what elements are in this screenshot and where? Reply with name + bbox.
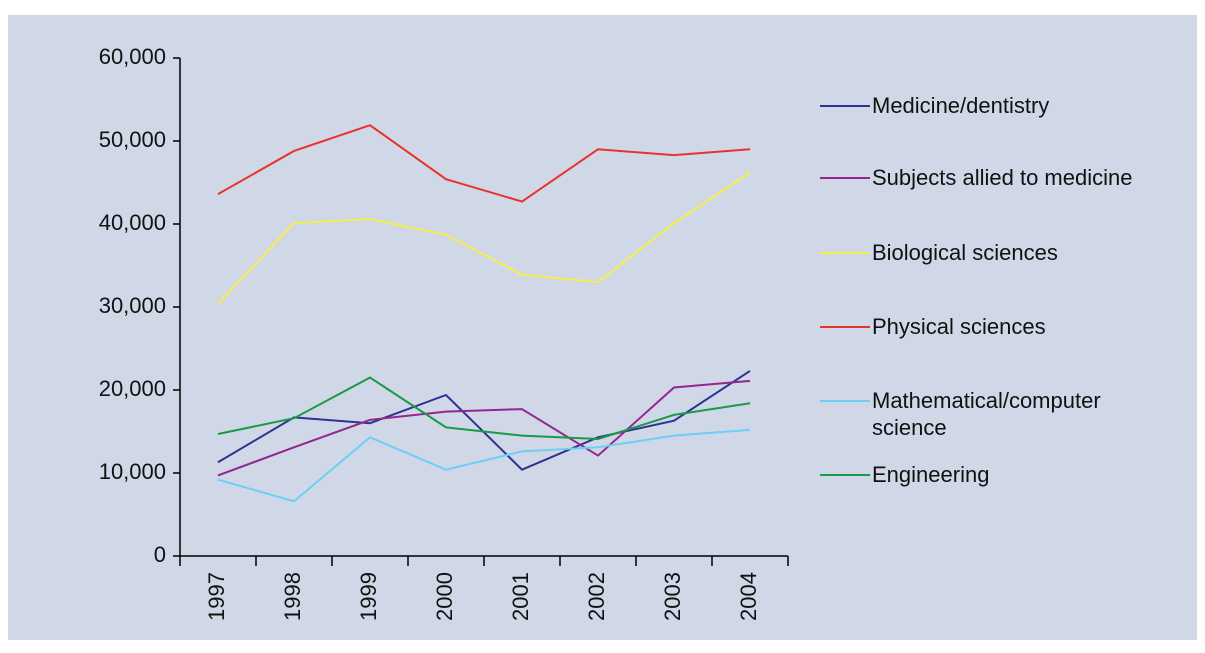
series-line: [217, 171, 751, 305]
y-tick-label: 60,000: [99, 44, 166, 69]
x-tick-label: 1997: [204, 572, 229, 621]
x-tick-label: 2003: [660, 572, 685, 621]
legend-label: Engineering: [872, 462, 990, 487]
x-tick-label: 2001: [508, 572, 533, 621]
x-tick-label: 2000: [432, 572, 457, 621]
series-line: [217, 124, 751, 203]
series-line: [217, 428, 751, 503]
x-tick-label: 2004: [736, 572, 761, 621]
chart-panel: [8, 15, 1197, 640]
y-tick-label: 20,000: [99, 376, 166, 401]
series-line: [217, 370, 751, 471]
x-tick-label: 1999: [356, 572, 381, 621]
y-tick-label: 0: [154, 542, 166, 567]
series-line: [217, 376, 751, 440]
x-tick-label: 2002: [584, 572, 609, 621]
legend-label: Mathematical/computer science: [872, 388, 1101, 440]
y-tick-label: 40,000: [99, 210, 166, 235]
legend-label: Medicine/dentistry: [872, 93, 1050, 118]
y-tick-label: 30,000: [99, 293, 166, 318]
y-tick-label: 10,000: [99, 459, 166, 484]
legend-label: Biological sciences: [872, 240, 1058, 265]
y-tick-label: 50,000: [99, 127, 166, 152]
legend-label: Subjects allied to medicine: [872, 165, 1133, 190]
x-tick-label: 1998: [280, 572, 305, 621]
legend-label: Physical sciences: [872, 314, 1046, 339]
series-line: [217, 379, 751, 477]
